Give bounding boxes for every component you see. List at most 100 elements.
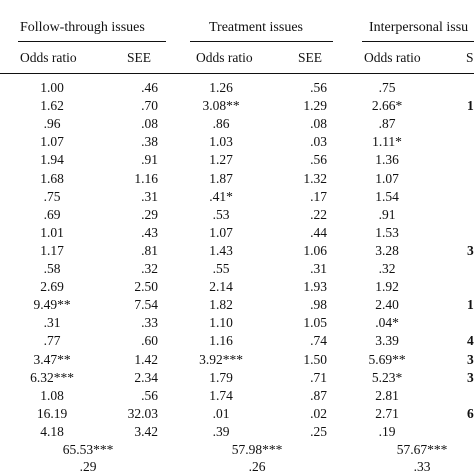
cell-see-follow: 32.03: [127, 405, 158, 421]
summary-chi-square: 57.98***: [231, 442, 283, 457]
cell-odds-follow: 1.01: [40, 224, 64, 240]
cell-odds-follow: 1.68: [40, 170, 64, 186]
cell-odds-interpersonal: 2.81: [375, 387, 399, 403]
header-rule: [0, 73, 474, 74]
group-rule-treatment: [190, 41, 333, 42]
summary-chi-square: 65.53***: [62, 442, 114, 457]
cell-see-follow: .08: [141, 116, 158, 132]
cell-odds-follow: 2.69: [40, 279, 64, 295]
cell-see-follow: .81: [141, 242, 158, 258]
cell-see-treatment: .31: [310, 261, 327, 276]
cell-odds-follow: 9.49**: [33, 297, 71, 313]
cell-odds-interpersonal: .91: [378, 206, 396, 222]
cell-see-follow: .70: [141, 98, 158, 114]
cell-odds-follow: .96: [43, 116, 61, 132]
cell-odds-treatment: .55: [212, 261, 230, 276]
cell-see-treatment: 1.50: [303, 351, 327, 367]
cell-see-follow: 2.34: [134, 369, 158, 385]
cell-see-follow: 7.54: [134, 297, 158, 313]
cell-odds-follow: .69: [43, 206, 61, 222]
cell-see-treatment: .71: [310, 369, 327, 385]
cell-odds-follow: 16.19: [36, 405, 68, 421]
cell-odds-interpersonal: .75: [378, 80, 396, 95]
cell-see-follow: .43: [141, 224, 158, 240]
cell-see-interpersonal-truncated: 1: [467, 297, 474, 313]
cell-odds-follow: 1.07: [40, 134, 64, 150]
cell-see-follow: 3.42: [134, 423, 158, 439]
cell-see-treatment: .44: [310, 224, 327, 240]
cell-see-treatment: 1.93: [303, 279, 327, 295]
cell-see-treatment: .98: [310, 297, 327, 313]
cell-see-follow: 1.16: [134, 170, 158, 186]
cell-odds-interpersonal: 1.54: [375, 188, 399, 204]
cell-see-treatment: .17: [310, 188, 327, 204]
cell-odds-follow: 1.62: [40, 98, 64, 114]
cell-odds-treatment: 1.87: [209, 170, 233, 186]
cell-odds-follow: 1.00: [40, 80, 64, 95]
cell-see-follow: 1.42: [134, 351, 158, 367]
cell-odds-treatment: .01: [212, 405, 230, 421]
summary-chi-square: 57.67***: [396, 442, 448, 457]
cell-odds-treatment: 1.07: [209, 224, 233, 240]
group-header-treatment: Treatment issues: [209, 20, 303, 35]
cell-see-treatment: 1.32: [303, 170, 327, 186]
cell-odds-interpersonal: 3.28: [375, 242, 399, 258]
cell-see-treatment: .03: [310, 134, 327, 150]
group-header-interpersonal: Interpersonal issu: [369, 20, 469, 35]
group-rule-follow-through: [18, 41, 166, 42]
cell-odds-treatment: 1.74: [209, 387, 233, 403]
col-header-see-2: SEE: [298, 50, 323, 65]
group-rule-interpersonal: [362, 41, 474, 42]
col-header-odds-ratio-2: Odds ratio: [196, 50, 253, 65]
cell-odds-treatment: 3.08**: [202, 98, 240, 114]
col-header-see-1: SEE: [127, 50, 152, 65]
cell-odds-follow: .58: [43, 261, 61, 276]
cell-odds-follow: 3.47**: [33, 351, 71, 367]
cell-see-treatment: .74: [310, 333, 327, 349]
cell-see-treatment: 1.29: [303, 98, 327, 114]
cell-odds-treatment: .53: [212, 206, 230, 222]
cell-see-follow: .38: [141, 134, 158, 150]
cell-see-treatment: .56: [310, 152, 327, 168]
cell-odds-treatment: .86: [212, 116, 230, 132]
cell-odds-treatment: 2.14: [209, 279, 233, 295]
cell-see-follow: .56: [141, 387, 158, 403]
cell-odds-interpersonal: 1.53: [375, 224, 399, 240]
cell-see-interpersonal-truncated: 1: [467, 98, 474, 114]
cell-odds-treatment: 1.27: [209, 152, 233, 168]
cell-odds-treatment: 1.82: [209, 297, 233, 313]
summary-r-squared: .29: [79, 459, 97, 474]
cell-odds-interpersonal: .19: [378, 423, 396, 439]
cell-see-treatment: .08: [310, 116, 327, 132]
summary-r-squared: .33: [413, 459, 431, 474]
cell-odds-follow: .77: [43, 333, 61, 349]
cell-odds-treatment: .41*: [209, 188, 233, 204]
cell-odds-interpersonal: 3.39: [375, 333, 399, 349]
cell-see-interpersonal-truncated: 3: [467, 351, 474, 367]
cell-odds-interpersonal: 1.11*: [372, 134, 402, 150]
cell-odds-treatment: 1.26: [209, 80, 233, 95]
col-header-see-3-truncated: S: [466, 50, 474, 65]
col-header-odds-ratio-1: Odds ratio: [20, 50, 77, 65]
cell-odds-interpersonal: .04*: [375, 315, 399, 331]
group-header-follow-through: Follow-through issues: [20, 20, 145, 35]
cell-odds-treatment: 1.79: [209, 369, 233, 385]
cell-see-follow: .31: [141, 188, 158, 204]
cell-see-follow: .29: [141, 206, 158, 222]
cell-see-treatment: .22: [310, 206, 327, 222]
cell-odds-treatment: 1.43: [209, 242, 233, 258]
cell-odds-follow: 4.18: [40, 423, 64, 439]
cell-see-follow: .91: [141, 152, 158, 168]
cell-see-treatment: 1.05: [303, 315, 327, 331]
col-header-odds-ratio-3: Odds ratio: [364, 50, 421, 65]
cell-see-follow: .46: [141, 80, 158, 95]
cell-see-treatment: .87: [310, 387, 327, 403]
summary-r-squared: .26: [248, 459, 266, 474]
cell-odds-treatment: 1.10: [209, 315, 233, 331]
cell-see-treatment: .56: [310, 80, 327, 95]
cell-odds-interpersonal: 2.71: [375, 405, 399, 421]
cell-see-treatment: .25: [310, 423, 327, 439]
cell-odds-treatment: 1.16: [209, 333, 233, 349]
cell-odds-follow: .31: [43, 315, 61, 331]
cell-odds-follow: 6.32***: [30, 369, 74, 385]
